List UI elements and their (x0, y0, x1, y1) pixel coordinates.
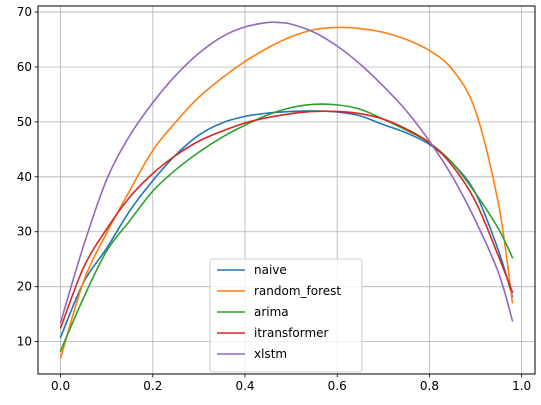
legend-label: naive (254, 263, 287, 277)
y-tick-label: 20 (17, 280, 32, 294)
y-tick-label: 30 (17, 225, 32, 239)
legend-label: itransformer (254, 326, 329, 340)
x-axis: 0.0 0.2 0.4 0.6 0.8 1.0 (51, 374, 531, 393)
y-tick-label: 10 (17, 335, 32, 349)
x-tick-label: 0.4 (235, 379, 254, 393)
series-lines (59, 21, 514, 360)
legend-box (209, 258, 363, 373)
legend-label: xlstm (254, 347, 287, 361)
legend-label: random_forest (254, 284, 341, 298)
x-tick-label: 0.8 (420, 379, 439, 393)
y-tick-label: 60 (17, 60, 32, 74)
x-tick-label: 0.0 (51, 379, 70, 393)
legend-label: arima (254, 305, 289, 319)
x-tick-label: 1.0 (512, 379, 531, 393)
plot-frame (37, 5, 536, 375)
x-tick-label: 0.2 (143, 379, 162, 393)
y-axis: 10 20 30 40 50 60 70 (17, 5, 38, 349)
y-tick-label: 40 (17, 170, 32, 184)
y-tick-label: 50 (17, 115, 32, 129)
x-tick-label: 0.6 (328, 379, 347, 393)
series-line-random-forest (59, 26, 514, 360)
y-tick-label: 70 (17, 5, 32, 19)
series-line-xlstm (59, 21, 514, 324)
series-line-arima (59, 103, 514, 352)
series-line-itransformer (59, 110, 514, 329)
